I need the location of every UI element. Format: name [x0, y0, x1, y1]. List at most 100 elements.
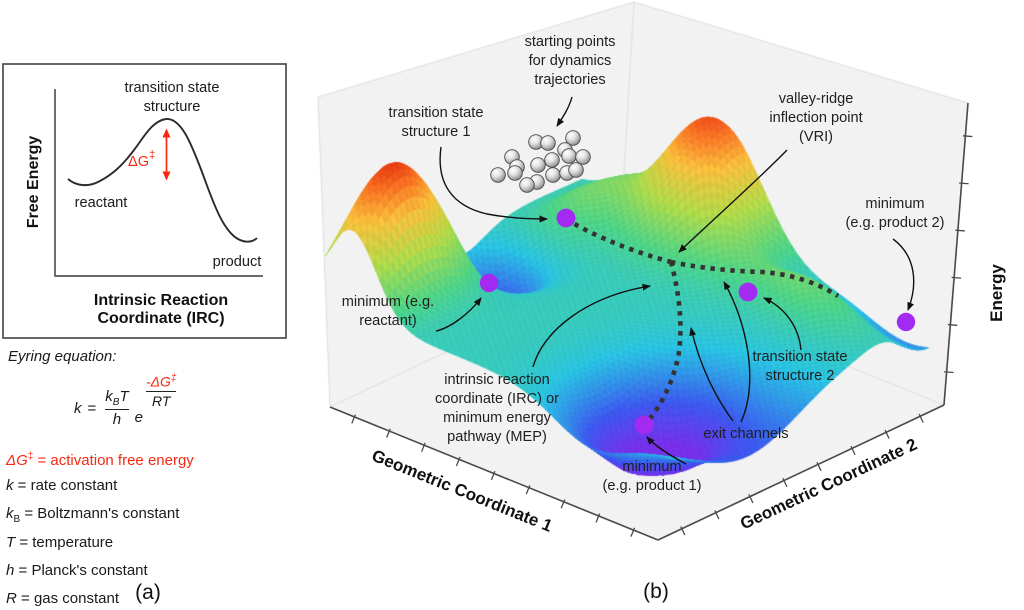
gc2-axis-tick [782, 477, 788, 488]
annotation-arrows [435, 96, 915, 465]
eq-exponent-numerator: -ΔG‡ [145, 372, 177, 390]
free-energy-axis-label: Free Energy [25, 136, 42, 229]
svg-text:structure 2: structure 2 [766, 368, 835, 384]
panel-a-box [2, 63, 287, 339]
panel-b: Energy Geometric Coordinate 2 Geometric … [329, 34, 1006, 603]
gc1-axis-tick [490, 470, 496, 481]
trajectory-start-spheres [490, 130, 591, 193]
eq-prefactor-fraction: kBT h [105, 388, 129, 429]
free-energy-curve [67, 118, 258, 243]
svg-text:pathway (MEP): pathway (MEP) [447, 429, 547, 445]
energy-axis-line [943, 102, 969, 406]
svg-text:valley-ridge: valley-ridge [779, 91, 854, 107]
trajectory-sphere [540, 135, 556, 151]
label-min-product2: minimum (e.g. product 2) [846, 196, 945, 231]
reactant-min-marker [479, 273, 499, 293]
peak-label-line1: transition state [125, 80, 220, 96]
svg-text:structure 1: structure 1 [402, 124, 471, 140]
exponent-fraction-bar [145, 390, 177, 393]
svg-text:(VRI): (VRI) [799, 129, 833, 145]
dg-label: ΔG‡ [128, 149, 155, 170]
trajectory-sphere [545, 167, 561, 183]
trajectory-sphere [565, 130, 581, 146]
reactant-label: reactant [75, 195, 128, 211]
fraction-bar [105, 408, 129, 411]
ts1-marker [556, 208, 576, 228]
gc1-axis-ticks [351, 414, 636, 537]
label-vri: valley-ridge inflection point (VRI) [769, 91, 862, 145]
gc2-axis: Geometric Coordinate 2 [657, 404, 945, 541]
eq-exponent-denominator: RT [152, 393, 171, 410]
gc1-axis-tick [595, 513, 601, 523]
gc2-axis-tick [918, 413, 924, 423]
arrow-exit-channel-down [689, 327, 734, 422]
eq-denominator: h [112, 411, 122, 429]
variable-definitions: ΔG‡ = activation free energy k = rate co… [6, 451, 306, 610]
eyring-heading: Eyring equation: [8, 348, 117, 365]
svg-text:(e.g. product 1): (e.g. product 1) [603, 478, 702, 494]
label-irc-mep: intrinsic reaction coordinate (IRC) or m… [435, 372, 559, 445]
arrow-ts1 [439, 146, 548, 223]
trajectory-sphere [490, 167, 506, 183]
arrow-exit-channel-right [723, 281, 751, 423]
gc1-axis-tick [386, 428, 391, 438]
svg-text:starting points: starting points [525, 34, 616, 50]
energy-axis-tick [944, 371, 954, 374]
irc-path-exit-right [670, 259, 840, 298]
energy-axis-tick [947, 323, 958, 326]
product2-min-marker [896, 312, 916, 332]
panel-a-axes [54, 89, 263, 277]
label-exit-channels: exit channels [703, 426, 788, 442]
panel-b-caption: (b) [643, 580, 669, 603]
gc1-axis-tick [525, 485, 531, 495]
panel-a: ΔG‡ transition state structure reactant … [2, 63, 287, 604]
definition-boltzmann: kB = Boltzmann's constant [6, 505, 180, 526]
arrow-irc-mep [532, 283, 651, 368]
arrow-ts2 [763, 297, 802, 351]
arrow-min-reactant [435, 297, 482, 332]
eq-exponent-fraction: -ΔG‡ RT [145, 372, 177, 410]
svg-text:minimum (e.g.: minimum (e.g. [342, 294, 434, 310]
arrow-min-product1 [646, 436, 687, 465]
irc-path-ts1-to-vri [564, 217, 672, 265]
definition-activation-energy: ΔG‡ = activation free energy [6, 451, 194, 469]
gc2-axis-tick [748, 494, 754, 504]
product1-min-marker [634, 415, 654, 435]
svg-text:minimum energy: minimum energy [443, 410, 552, 426]
irc-path-exit-down [644, 261, 683, 425]
eq-exponential-e: e [134, 408, 143, 426]
gc1-axis-tick [560, 499, 566, 509]
svg-text:exit channels: exit channels [703, 426, 788, 442]
arrow-vri [678, 149, 788, 253]
eyring-equation: k = kBT h e -ΔG‡ RT [74, 373, 306, 437]
label-min-reactant: minimum (e.g. reactant) [342, 294, 434, 329]
gc1-axis: Geometric Coordinate 1 [329, 406, 659, 541]
gc1-axis-tick [455, 456, 461, 467]
trajectory-sphere [544, 152, 560, 168]
gc2-axis-tick [816, 461, 822, 472]
gc2-axis-ticks [680, 413, 924, 536]
gc2-axis-tick [714, 510, 720, 520]
svg-text:transition state: transition state [753, 349, 848, 365]
gc2-axis-line [657, 404, 945, 541]
label-ts1: transition state structure 1 [389, 105, 484, 140]
eyring-section: Eyring equation: k = kBT h e -ΔG‡ RT ΔG‡… [6, 348, 306, 610]
irc-dashed-path [564, 217, 840, 425]
label-ts2: transition state structure 2 [753, 349, 848, 384]
irc-axis-label-line2: Coordinate (IRC) [97, 310, 224, 327]
panel-a-caption: (a) [135, 581, 161, 604]
eq-equals: = [87, 399, 97, 417]
energy-axis-ticks [944, 135, 973, 374]
gc2-axis-tick [884, 429, 890, 439]
energy-axis-tick [962, 135, 973, 138]
gc2-axis-tick [850, 445, 856, 456]
energy-axis: Energy [943, 102, 1006, 406]
trajectory-sphere [530, 157, 546, 173]
energy-axis-tick [959, 182, 969, 185]
trajectory-sphere [568, 162, 584, 178]
svg-text:for dynamics: for dynamics [529, 53, 612, 69]
energy-axis-label: Energy [987, 264, 1006, 322]
product-label: product [213, 254, 262, 270]
irc-axis-label-line1: Intrinsic Reaction [94, 292, 228, 309]
